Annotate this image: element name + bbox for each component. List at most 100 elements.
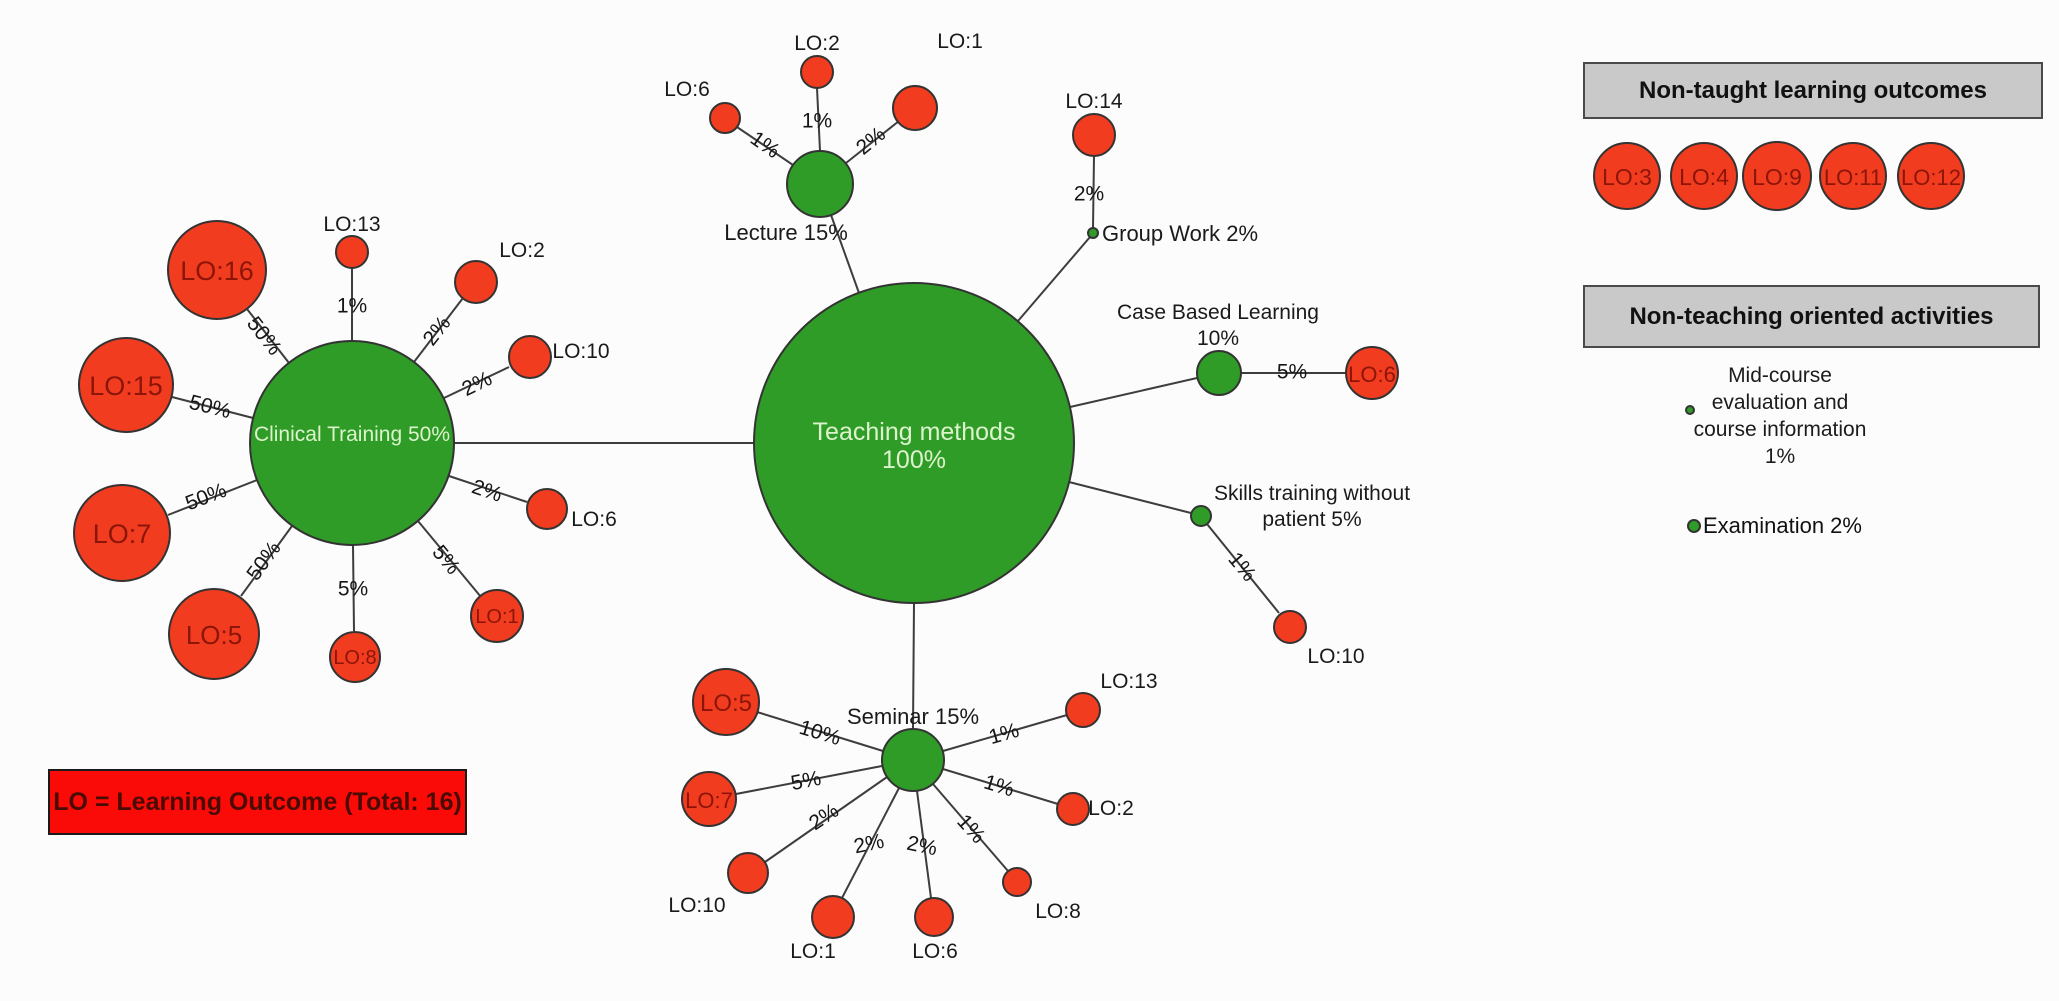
node-label-c-lo2: LO:2	[499, 239, 545, 262]
node-label-c-lo16: LO:16	[180, 256, 254, 286]
midcourse-line-3: course information	[1693, 418, 1867, 441]
edge-label-seminar-sem-lo6: 2%	[905, 832, 939, 861]
node-cbl	[1196, 350, 1242, 396]
node-label-c-lo15: LO:15	[89, 371, 163, 401]
edge-seminar-sem-lo7	[735, 765, 883, 795]
edge-label-clinical-c-lo6: 2%	[469, 475, 505, 507]
node-label-l-lo2: LO:2	[794, 32, 840, 55]
node-label-c-lo7: LO:7	[93, 519, 152, 549]
node-label-skills: Skills training without patient 5%	[1214, 482, 1410, 531]
node-c-lo13	[335, 235, 369, 269]
edge-seminar-sem-lo6	[916, 790, 932, 899]
node-label-c-lo6: LO:6	[571, 508, 617, 531]
node-nt-lo3	[1593, 142, 1661, 210]
node-label-seminar: Seminar 15%	[847, 704, 979, 729]
edge-lecture-l-lo2	[816, 87, 821, 152]
node-label-nt-lo11: LO:11	[1824, 165, 1882, 190]
edge-label-clinical-c-lo16: 50%	[242, 312, 286, 359]
edge-seminar-sem-lo13	[942, 714, 1068, 752]
node-c-lo5	[168, 588, 260, 680]
edge-label-seminar-sem-lo5: 10%	[797, 716, 844, 750]
node-lecture	[786, 150, 854, 218]
node-sem-lo1	[811, 895, 855, 939]
node-label-nt-lo4: LO:4	[1679, 164, 1729, 190]
node-label-s-lo10: LO:10	[1307, 645, 1364, 668]
node-label-nt-lo9: LO:9	[1752, 164, 1802, 190]
node-c-lo7	[73, 484, 171, 582]
edge-label-skills-s-lo10: 1%	[1223, 548, 1260, 586]
edge-label-lecture-l-lo2: 1%	[802, 110, 832, 133]
node-label-l-lo1: LO:1	[937, 30, 983, 53]
node-sem-lo10	[727, 852, 769, 894]
edge-label-clinical-c-lo13: 1%	[337, 295, 367, 318]
node-sem-lo2	[1056, 792, 1090, 826]
node-nt-lo12	[1897, 142, 1965, 210]
node-s-lo10	[1273, 610, 1307, 644]
node-label-sem-lo1: LO:1	[790, 940, 836, 963]
node-label-sem-lo13: LO:13	[1100, 670, 1157, 693]
edge-teaching-skills	[1068, 481, 1192, 514]
edge-label-clinical-c-lo2: 2%	[419, 312, 456, 350]
note-box-text: LO = Learning Outcome (Total: 16)	[53, 787, 462, 816]
edge-clinical-c-lo7	[167, 479, 258, 516]
midcourse-line-1: Mid-course	[1728, 364, 1832, 387]
node-sem-lo5	[692, 668, 760, 736]
edge-clinical-c-lo8	[352, 544, 355, 632]
edge-clinical-c-lo16	[246, 308, 290, 364]
node-c-lo8	[329, 631, 381, 683]
examination-item: Examination 2%	[1703, 513, 1862, 538]
node-label-c-lo5: LO:5	[186, 620, 242, 650]
edge-teaching-groupwork	[1017, 236, 1091, 322]
node-c-lo15	[78, 337, 174, 433]
edge-teaching-cbl	[1069, 377, 1198, 408]
node-label-sem-lo5: LO:5	[700, 690, 752, 717]
edge-label-clinical-c-lo10: 2%	[458, 367, 495, 401]
edge-teaching-lecture	[830, 214, 860, 294]
node-label-c-lo8: LO:8	[333, 647, 376, 669]
node-label-groupwork: Group Work 2%	[1102, 221, 1258, 246]
edge-label-clinical-c-lo7: 50%	[182, 479, 229, 516]
edge-label-seminar-sem-lo2: 1%	[981, 771, 1017, 802]
node-exam-dot	[1687, 519, 1701, 533]
node-label-sem-lo6: LO:6	[912, 940, 958, 963]
node-label-c-lo1: LO:1	[475, 606, 518, 628]
node-nt-lo4	[1670, 142, 1738, 210]
node-c-lo1	[470, 589, 524, 643]
node-sem-lo7	[681, 771, 737, 827]
midcourse-line-2: evaluation and	[1711, 391, 1849, 414]
edge-label-cbl-cbl-lo6: 5%	[1277, 361, 1307, 384]
node-label-c-lo13: LO:13	[323, 213, 380, 236]
note-box: LO = Learning Outcome (Total: 16)	[48, 769, 467, 835]
node-label-teaching: Teaching methods 100%	[813, 418, 1016, 474]
edge-clinical-c-lo10	[443, 366, 510, 399]
edge-clinical-c-lo15	[171, 396, 254, 419]
edge-clinical-c-lo5	[240, 525, 293, 597]
node-sem-lo13	[1065, 692, 1101, 728]
non-taught-legend-box: Non-taught learning outcomes	[1583, 62, 2043, 119]
edge-label-seminar-sem-lo7: 5%	[789, 767, 823, 795]
node-nt-lo11	[1819, 142, 1887, 210]
edge-label-seminar-sem-lo1: 2%	[852, 830, 886, 859]
edge-label-seminar-sem-lo13: 1%	[986, 719, 1022, 749]
edge-seminar-sem-lo2	[942, 768, 1059, 805]
node-c-lo16	[167, 220, 267, 320]
node-l-lo6	[709, 102, 741, 134]
node-label-lecture: Lecture 15%	[724, 220, 848, 245]
node-l-lo2	[800, 55, 834, 89]
edge-label-clinical-c-lo15: 50%	[187, 391, 233, 423]
node-label-nt-lo12: LO:12	[1901, 165, 1961, 190]
edge-lecture-l-lo1	[845, 120, 900, 164]
edge-label-lecture-l-lo6: 1%	[746, 127, 784, 163]
edge-label-clinical-c-lo8: 5%	[338, 578, 368, 601]
node-sem-lo8	[1002, 867, 1032, 897]
node-c-lo6	[526, 488, 568, 530]
node-label-g-lo14: LO:14	[1065, 90, 1123, 113]
midcourse-line-4: 1%	[1764, 445, 1796, 468]
node-label-l-lo6: LO:6	[664, 78, 710, 101]
midcourse-item: Mid-course evaluation and course informa…	[1640, 362, 1920, 470]
node-label-nt-lo3: LO:3	[1602, 164, 1652, 190]
node-g-lo14	[1072, 113, 1116, 157]
edge-seminar-sem-lo8	[932, 783, 1009, 872]
